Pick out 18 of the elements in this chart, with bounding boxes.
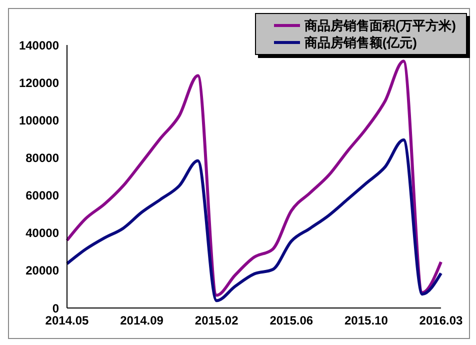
y-tick-label: 100000 [18,113,60,128]
x-tick-label: 2015.02 [194,314,239,328]
legend-label: 商品房销售额(亿元) [304,34,417,52]
x-tick-label: 2014.09 [120,314,164,328]
x-tick-label: 2014.05 [45,314,90,328]
y-tick-label: 40000 [26,226,60,240]
y-tick-label: 120000 [18,76,60,90]
x-tick-label: 2016.03 [419,314,464,328]
x-tick-label: 2015.06 [270,314,314,328]
y-tick-label: 20000 [26,264,60,278]
x-tick-label: 2015.10 [344,314,388,328]
line-series [66,138,442,302]
y-tick-label: 80000 [26,150,60,165]
legend-label: 商品房销售面积(万平方米) [304,16,456,34]
y-tick-label: 0 [52,301,60,316]
y-tick-label: 140000 [18,38,60,52]
y-tick-label: 60000 [26,188,60,203]
line-series [66,60,442,297]
